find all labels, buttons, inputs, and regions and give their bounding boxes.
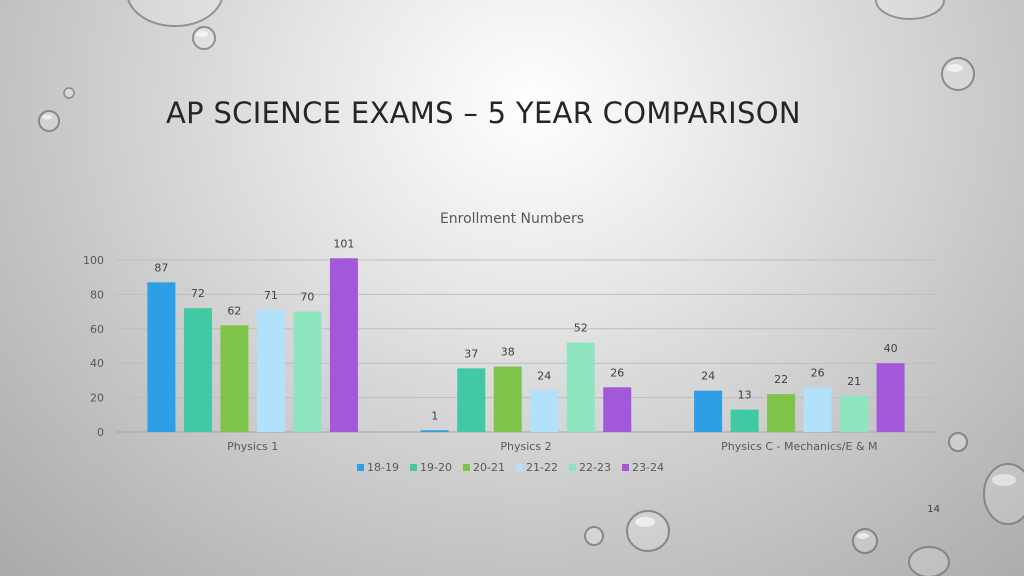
bar-23-24 — [603, 387, 632, 432]
legend-label: 23-24 — [632, 461, 664, 474]
bar-20-21 — [493, 366, 522, 432]
data-label: 22 — [774, 373, 788, 386]
bar-19-20 — [730, 409, 759, 432]
bar-23-24 — [876, 363, 905, 432]
bar-20-21 — [220, 325, 249, 432]
data-label: 52 — [574, 322, 588, 335]
bar-20-21 — [767, 394, 796, 432]
legend-label: 19-20 — [420, 461, 452, 474]
bar-22-23 — [840, 395, 869, 432]
y-tick-label: 40 — [90, 357, 104, 370]
bar-18-19 — [694, 390, 723, 432]
bar-22-23 — [293, 311, 322, 432]
legend-swatch-21-22 — [516, 464, 523, 471]
y-tick-label: 100 — [83, 254, 104, 267]
droplet-decoration — [908, 546, 950, 576]
bar-22-23 — [566, 342, 595, 432]
data-label: 62 — [227, 304, 241, 317]
droplet-decoration — [63, 87, 75, 99]
data-label: 101 — [333, 237, 354, 250]
data-label: 24 — [701, 370, 715, 383]
legend-swatch-20-21 — [463, 464, 470, 471]
droplet-decoration — [948, 432, 968, 452]
droplet-decoration — [192, 26, 216, 50]
data-label: 87 — [154, 261, 168, 274]
data-label: 13 — [738, 389, 752, 402]
legend-swatch-18-19 — [357, 464, 364, 471]
legend-label: 18-19 — [367, 461, 399, 474]
y-tick-label: 60 — [90, 323, 104, 336]
y-tick-label: 80 — [90, 288, 104, 301]
y-tick-label: 0 — [97, 426, 104, 439]
legend-swatch-19-20 — [410, 464, 417, 471]
droplet-decoration — [852, 528, 878, 554]
slide-title: AP SCIENCE EXAMS – 5 YEAR COMPARISON — [166, 96, 801, 130]
bar-23-24 — [329, 258, 358, 432]
legend-label: 22-23 — [579, 461, 611, 474]
droplet-decoration — [584, 526, 604, 546]
bar-18-19 — [147, 282, 176, 432]
data-label: 26 — [610, 366, 624, 379]
bar-19-20 — [457, 368, 486, 432]
data-label: 71 — [264, 289, 278, 302]
data-label: 70 — [300, 291, 314, 304]
legend-label: 20-21 — [473, 461, 505, 474]
droplet-decoration — [941, 57, 975, 91]
bar-21-22 — [256, 309, 285, 432]
category-label: Physics 1 — [227, 440, 278, 453]
bar-18-19 — [420, 430, 449, 432]
legend-swatch-22-23 — [569, 464, 576, 471]
category-label: Physics C - Mechanics/E & M — [721, 440, 877, 453]
data-label: 26 — [811, 366, 825, 379]
droplet-decoration — [983, 463, 1024, 525]
data-label: 72 — [191, 287, 205, 300]
droplet-decoration — [626, 510, 670, 552]
data-label: 24 — [537, 370, 551, 383]
bar-21-22 — [530, 390, 559, 432]
bar-21-22 — [803, 387, 832, 432]
legend-label: 21-22 — [526, 461, 558, 474]
legend-swatch-23-24 — [622, 464, 629, 471]
data-label: 40 — [884, 342, 898, 355]
chart-title: Enrollment Numbers — [440, 211, 584, 227]
data-label: 1 — [431, 409, 438, 422]
bar-19-20 — [183, 308, 212, 432]
category-label: Physics 2 — [500, 440, 551, 453]
data-label: 21 — [847, 375, 861, 388]
droplet-decoration — [875, 0, 945, 20]
droplet-decoration — [38, 110, 60, 132]
data-label: 37 — [464, 347, 478, 360]
droplet-decoration — [127, 0, 223, 27]
slide-number: 14 — [927, 504, 940, 515]
y-tick-label: 20 — [90, 392, 104, 405]
data-label: 38 — [501, 346, 515, 359]
